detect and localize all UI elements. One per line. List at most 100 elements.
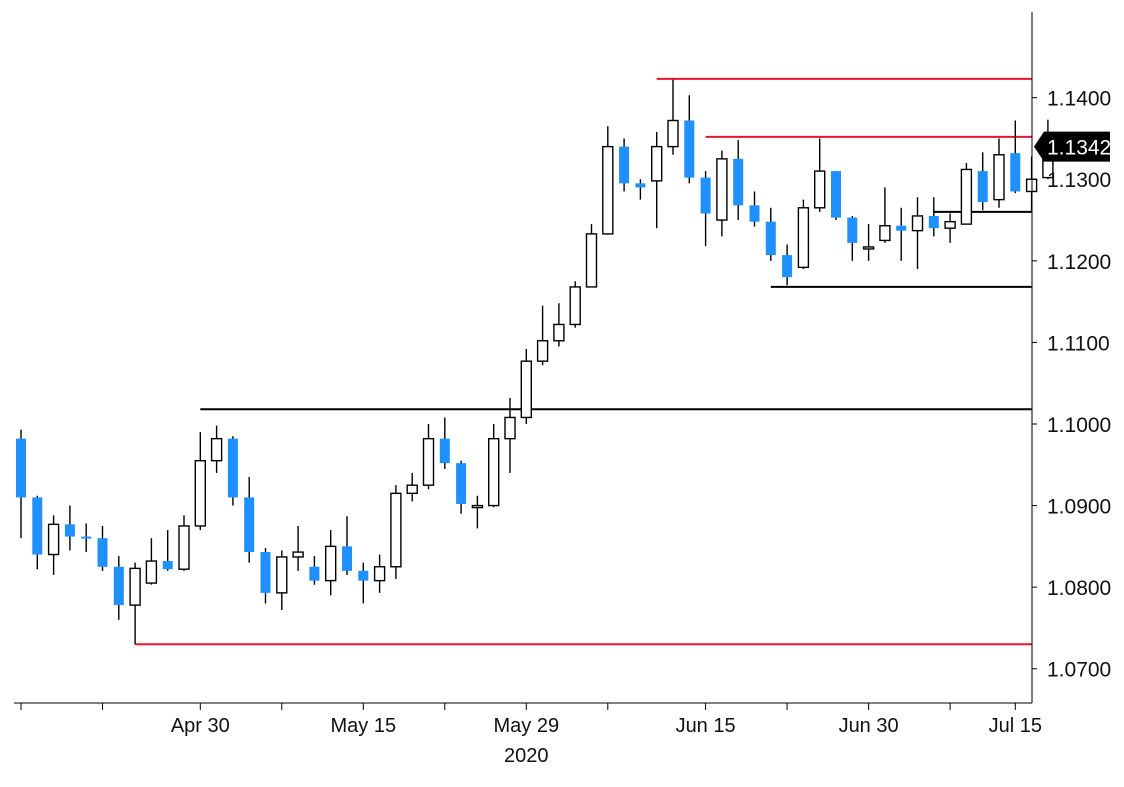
candle-body-down — [16, 438, 26, 498]
candle-body-down — [244, 497, 255, 553]
candle — [422, 423, 435, 490]
candle — [814, 138, 826, 212]
x-axis-ticks: Apr 30 May 15 May 29 Jun 15 Jun 30 Jul 15 — [20, 703, 1042, 737]
candle — [602, 126, 614, 235]
candle — [782, 244, 793, 286]
candle-body-down — [81, 536, 92, 539]
candle-body-up — [797, 207, 810, 269]
candle — [178, 515, 190, 571]
candle — [325, 530, 337, 596]
candle-body-down — [831, 171, 841, 218]
candle-body-up — [390, 492, 402, 568]
candle-body-up — [651, 145, 663, 182]
candle-body-up — [47, 523, 60, 556]
candle-body-up — [520, 360, 532, 419]
candle-body-up — [276, 556, 288, 594]
candle — [47, 515, 60, 575]
candle-body-up — [536, 340, 549, 362]
candle — [81, 523, 92, 553]
candle-body-up — [993, 154, 1005, 201]
candle-body-up — [178, 525, 190, 570]
candle — [862, 224, 875, 261]
candle-body-up — [194, 460, 207, 527]
candle-body-down — [896, 225, 907, 231]
candle — [619, 138, 630, 192]
candle-body-down — [749, 205, 760, 222]
candle — [64, 505, 75, 551]
candle-body-up — [585, 233, 598, 288]
candle-body-up — [292, 551, 304, 558]
candle — [342, 516, 352, 575]
candle-body-up — [325, 545, 337, 582]
candle-body-up — [879, 225, 891, 242]
candle — [993, 138, 1005, 208]
x-tick-label: May 29 — [494, 715, 560, 737]
candle — [292, 525, 304, 571]
candle-body-up — [960, 168, 973, 225]
candle — [129, 562, 141, 645]
candle-body-up — [406, 484, 418, 495]
candle-body-up — [504, 416, 516, 440]
candle-body-down — [227, 438, 238, 498]
candle — [960, 162, 973, 225]
candle — [797, 199, 810, 269]
candle — [553, 303, 565, 347]
candle-body-up — [129, 567, 141, 606]
candle-body-down — [977, 171, 988, 203]
candle-body-down — [64, 524, 75, 537]
candle — [210, 425, 223, 473]
candle-body-down — [847, 217, 858, 243]
candle-body-down — [260, 552, 271, 593]
last-price-label: 1.1342 — [1047, 137, 1111, 160]
candle — [390, 485, 402, 579]
year-label: 2020 — [504, 745, 549, 767]
candle-body-down — [700, 177, 711, 214]
candle-body-up — [862, 246, 875, 250]
candle — [749, 191, 760, 227]
candle — [879, 187, 891, 243]
candle — [406, 472, 418, 502]
y-tick-label: 1.0900 — [1047, 496, 1111, 519]
x-tick-label: Jun 15 — [676, 715, 736, 737]
candle — [373, 554, 386, 593]
candle-body-up — [373, 566, 386, 582]
candle — [194, 432, 207, 531]
candle-body-up — [569, 286, 581, 326]
y-tick-label: 1.0800 — [1047, 577, 1111, 600]
candle-body-up — [553, 323, 565, 342]
candle — [847, 215, 858, 261]
candle — [911, 197, 924, 269]
candle — [1010, 120, 1021, 194]
candle-body-down — [733, 158, 744, 206]
candle — [309, 556, 320, 585]
candle-body-down — [358, 570, 369, 581]
candle — [145, 538, 158, 585]
candle-body-down — [32, 497, 43, 555]
candle — [977, 152, 988, 211]
candle-body-down — [684, 120, 695, 178]
candle — [569, 281, 581, 328]
candle-body-down — [456, 463, 467, 504]
candle — [439, 417, 450, 469]
candle — [358, 562, 369, 604]
x-tick-label: May 15 — [331, 715, 397, 737]
candle — [113, 556, 124, 620]
candle — [520, 348, 532, 424]
candle — [651, 131, 663, 229]
candle-body-up — [911, 215, 924, 232]
x-tick-label: Jun 30 — [839, 715, 899, 737]
candle — [896, 207, 907, 261]
candle-body-down — [309, 566, 320, 581]
candle-body-down — [782, 255, 793, 278]
candle-body-up — [471, 504, 484, 509]
candle-body-up — [667, 119, 679, 148]
y-axis-ticks: 1.1400 1.1300 1.1200 1.1100 1.1000 1.0900 1.08… — [1032, 88, 1111, 682]
candle — [536, 305, 549, 366]
candle — [488, 423, 500, 508]
candle — [635, 179, 646, 200]
candle-body-up — [488, 437, 500, 507]
candle-body-up — [602, 145, 614, 235]
candle-body-down — [113, 566, 124, 606]
